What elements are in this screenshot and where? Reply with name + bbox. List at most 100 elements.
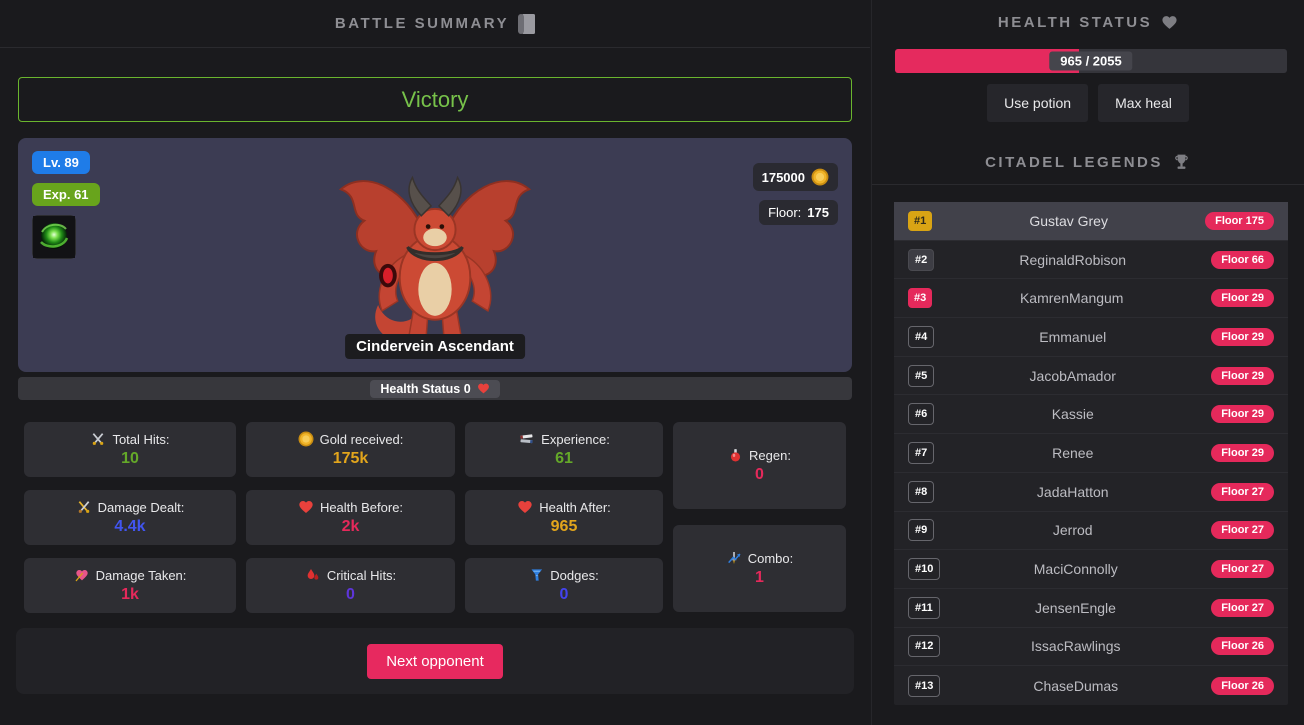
leaderboard-row[interactable]: #13 ChaseDumas Floor 26 [894,666,1288,705]
rank-badge: #11 [908,596,940,619]
leaderboard-row[interactable]: #7 Renee Floor 29 [894,434,1288,473]
floor-value: 175 [807,205,829,220]
rank-badge: #1 [908,210,933,231]
stat-card-total-hits: Total Hits: 10 [24,422,236,477]
leaderboard: #1 Gustav Grey Floor 175 #2 ReginaldRobison F… [894,202,1288,705]
stat-card-critical-hits: Critical Hits: 0 [246,558,455,613]
enemy-health-label: Health Status 0 [370,379,500,398]
stat-value: 1k [121,586,139,603]
player-name: JensenEngle [1035,599,1116,616]
coin-icon [811,168,829,186]
crossed-swords-icon [90,431,106,447]
player-name: Jerrod [1052,522,1093,539]
leaderboard-row[interactable]: #2 ReginaldRobison Floor 66 [894,241,1288,280]
stat-label: Total Hits: [112,431,170,447]
leaderboard-row[interactable]: #6 Kassie Floor 29 [894,395,1288,435]
stat-card-damage-dealt: Damage Dealt: 4.4k [24,490,236,545]
leaderboard-row[interactable]: #10 MaciConnolly Floor 27 [894,550,1288,589]
heal-actions: Use potion Max heal [872,84,1304,122]
leaderboard-row[interactable]: #3 KamrenMangum Floor 29 [894,279,1288,319]
battle-result-text: Victory [401,86,469,112]
battle-result-banner: Victory [18,77,852,122]
stat-card-combo: Combo: 1 [673,525,846,612]
player-health-value: 965 / 2055 [1049,51,1133,71]
player-name: ReginaldRobison [1019,251,1127,268]
stat-label: Experience: [541,431,610,447]
stat-card-damage-taken: Damage Taken: 1k [24,558,236,613]
player-name: JadaHatton [1036,483,1109,500]
stat-label: Critical Hits: [326,567,397,583]
player-name: JacobAmador [1029,367,1116,384]
gold-swords-icon [76,499,92,515]
trophy-icon [1172,153,1191,172]
battle-stats-grid: Total Hits: 10 Damage Dealt: 4.4k Damage Tak… [24,422,870,613]
rank-badge: #8 [908,480,935,503]
enemy-exp-badge: Exp. 61 [32,183,100,206]
stat-card-gold-received: Gold received: 175k [246,422,455,477]
stat-value: 1 [755,569,764,586]
leaderboard-row[interactable]: #11 JensenEngle Floor 27 [894,589,1288,628]
sword-chart-icon [726,550,742,566]
enemy-level-badge: Lv. 89 [32,151,90,174]
max-heal-button[interactable]: Max heal [1098,84,1189,122]
leaderboard-row[interactable]: #8 JadaHatton Floor 27 [894,473,1288,512]
stat-label: Damage Dealt: [97,499,185,515]
stat-value: 2k [341,518,360,535]
stat-value: 4.4k [114,518,146,535]
floor-badge: Floor 29 [1211,366,1274,385]
player-name: Renee [1052,444,1094,461]
floor-badge: Floor 66 [1211,250,1274,269]
stat-label: Regen: [749,447,791,463]
stat-column: Gold received: 175k Health Before: 2k Critic… [246,422,455,613]
stat-label: Damage Taken: [95,567,187,583]
leaderboard-row[interactable]: #12 IssacRawlings Floor 26 [894,628,1288,667]
stat-column: Experience: 61 Health After: 965 Dodges: 0 [465,422,663,613]
enemy-card: Lv. 89 Exp. 61 [18,138,852,372]
footer-bar: Next opponent [16,628,854,694]
player-name: ChaseDumas [1033,677,1119,694]
stat-value: 0 [346,586,355,603]
player-name: Kassie [1051,406,1094,423]
enemy-name: Cindervein Ascendant [345,334,525,359]
stat-label: Gold received: [319,431,404,447]
tornado-icon [529,567,544,583]
player-name: MaciConnolly [1033,561,1118,578]
coin-icon [298,431,314,447]
player-name: Gustav Grey [1029,212,1108,229]
stat-value: 175k [332,450,369,467]
floor-badge: Floor 27 [1211,482,1274,501]
battle-summary-panel: BATTLE SUMMARY Victory Lv. 89 Exp. 61 [0,0,870,694]
leaderboard-row[interactable]: #4 Emmanuel Floor 29 [894,318,1288,357]
pierced-heart-icon [74,567,90,583]
floor-badge: Floor 29 [1211,327,1274,346]
leaderboard-row[interactable]: #9 Jerrod Floor 27 [894,512,1288,551]
stat-value: 0 [559,586,569,603]
player-name: KamrenMangum [1019,290,1124,307]
heart-icon [298,499,314,515]
battle-summary-header: BATTLE SUMMARY [0,0,870,48]
stat-column: Regen: 0 Combo: 1 [673,422,846,613]
heart-icon [517,499,533,515]
enemy-health-text: Health Status 0 [380,381,471,396]
floor-badge: Floor 26 [1211,637,1274,656]
player-health-fill [895,49,1080,73]
stat-label: Combo: [747,550,794,566]
next-opponent-button[interactable]: Next opponent [367,643,503,679]
battle-summary-title: BATTLE SUMMARY [334,15,510,32]
rank-badge: #12 [908,635,941,658]
floor-chip: Floor: 175 [759,200,838,225]
heart-icon [1161,14,1178,31]
use-potion-button[interactable]: Use potion [987,84,1089,122]
leaderboard-row[interactable]: #1 Gustav Grey Floor 175 [894,202,1288,241]
enemy-skill-icon[interactable] [32,215,76,259]
floor-badge: Floor 29 [1211,405,1274,424]
leaderboard-row[interactable]: #5 JacobAmador Floor 29 [894,357,1288,396]
health-status-header: HEALTH STATUS [872,0,1304,44]
stat-value: 10 [121,450,139,467]
floor-badge: Floor 26 [1211,676,1274,695]
rank-badge: #3 [908,288,933,309]
right-panel: HEALTH STATUS 965 / 2055 Use potion Max … [871,0,1304,725]
stat-card-experience: Experience: 61 [465,422,663,477]
stat-label: Dodges: [550,567,599,583]
